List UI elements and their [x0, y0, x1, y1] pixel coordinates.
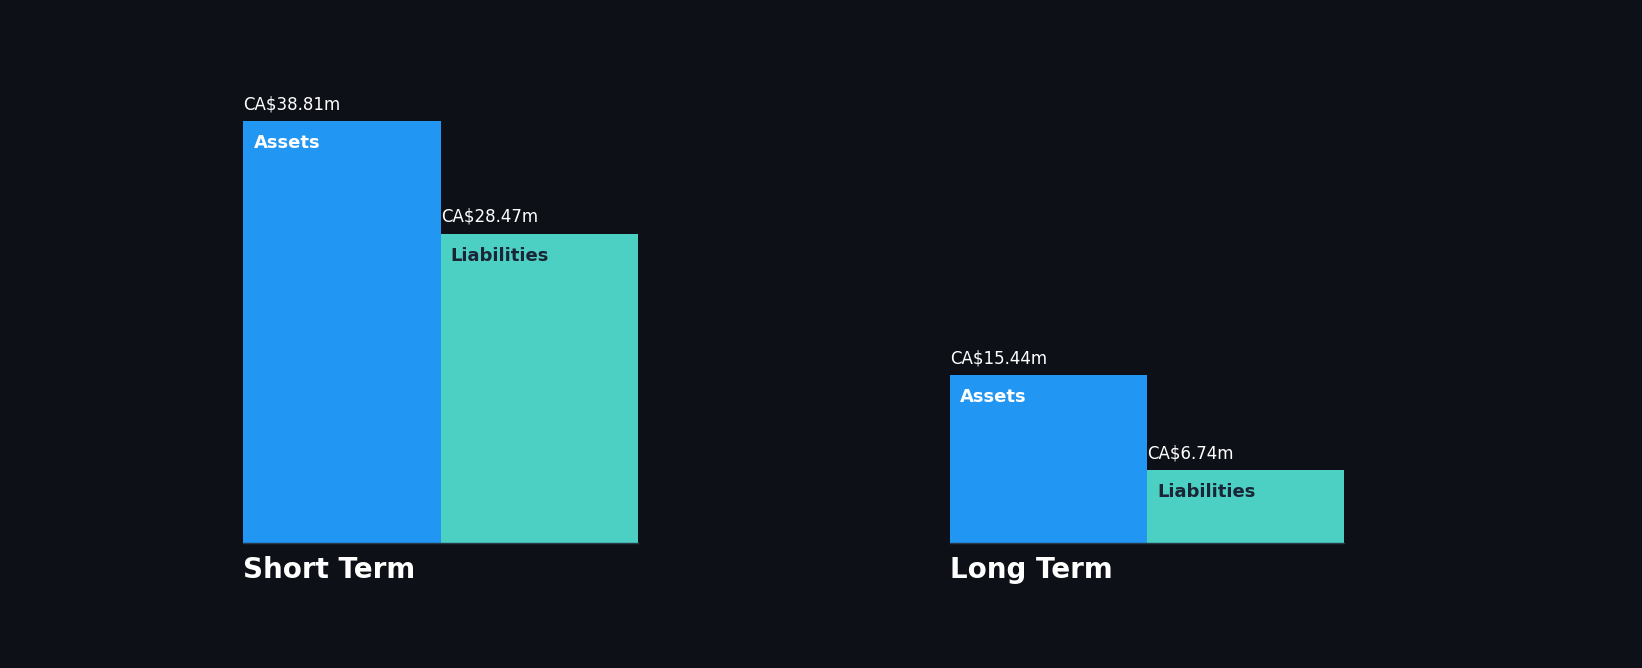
Text: Liabilities: Liabilities [452, 246, 548, 265]
Text: CA$15.44m: CA$15.44m [949, 349, 1048, 367]
Text: CA$28.47m: CA$28.47m [440, 208, 539, 226]
Text: Liabilities: Liabilities [1158, 483, 1256, 501]
Text: Assets: Assets [961, 388, 1026, 406]
Text: CA$6.74m: CA$6.74m [1146, 444, 1233, 462]
Text: Long Term: Long Term [949, 556, 1112, 584]
Text: Short Term: Short Term [243, 556, 415, 584]
Text: Assets: Assets [253, 134, 320, 152]
Text: CA$38.81m: CA$38.81m [243, 96, 340, 114]
